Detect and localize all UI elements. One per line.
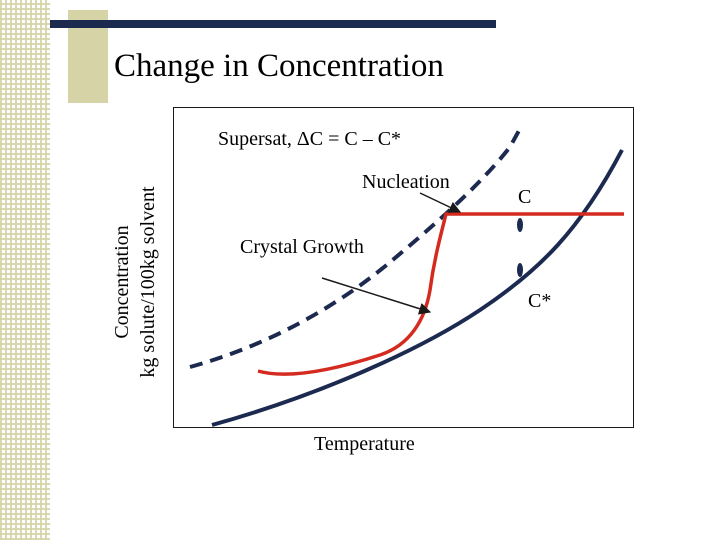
supersolubility-curve: [189, 124, 524, 369]
nucleation-arrow: [419, 192, 462, 213]
top-rule: [50, 20, 496, 28]
diagram-frame: [173, 107, 634, 428]
supersaturation-label: Supersat, ΔC = C – C*: [218, 128, 402, 150]
y-axis-label-line1: Concentration: [111, 225, 133, 339]
x-axis-label: Temperature: [314, 433, 415, 455]
nucleation-label: Nucleation: [362, 171, 450, 193]
crystal-growth-arrow: [321, 277, 432, 315]
crystal-growth-label: Crystal Growth: [240, 236, 364, 258]
y-axis-label-line2: kg solute/100kg solvent: [137, 186, 159, 378]
solubility-marker-dot: [517, 263, 523, 277]
concentration-marker-label: C: [518, 186, 532, 208]
concentration-path-curve: [257, 212, 624, 376]
concentration-marker-dot: [517, 218, 523, 232]
solubility-curve: [211, 149, 624, 427]
y-axis-label: Concentration kg solute/100kg solvent: [109, 142, 161, 422]
solubility-marker-label: C*: [528, 290, 552, 312]
decorative-side-pattern: [0, 0, 50, 540]
slide-title: Change in Concentration: [114, 48, 444, 84]
